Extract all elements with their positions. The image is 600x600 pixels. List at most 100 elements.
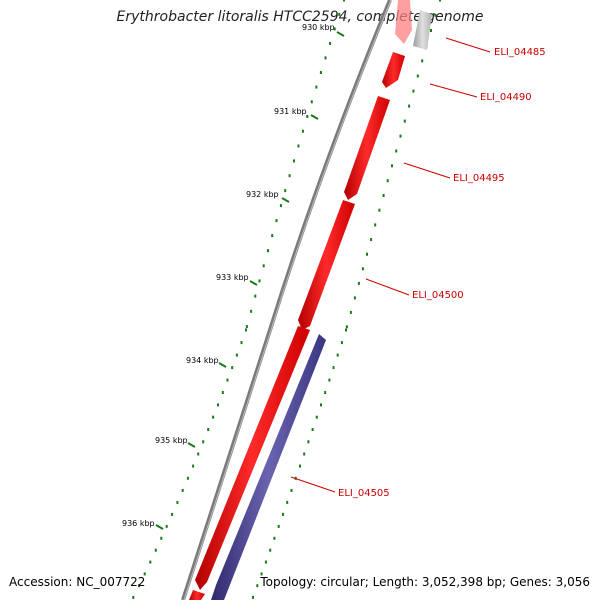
gc-dot [345,325,348,329]
gc-dot [328,378,331,382]
gc-dot [361,267,364,271]
gc-dot [421,59,424,63]
gc-dot [324,56,327,60]
gc-dot [395,149,398,153]
gc-dot [275,219,278,223]
gc-dot [315,415,318,419]
gc-dot [226,378,229,382]
gc-dot [262,264,265,268]
gc-dot [176,500,179,504]
genome-summary-text: Topology: circular; Length: 3,052,398 bp… [260,575,590,589]
gc-dot [284,189,287,193]
gc-dot [366,252,368,256]
gc-dot [273,536,276,540]
gc-dot [264,560,267,564]
gc-dot [310,100,313,104]
gc-dot [293,159,295,163]
gc-dot [403,119,406,123]
gc-dot [357,281,360,285]
gc-dot [186,476,189,480]
gc-dot [240,341,243,345]
gc-dot [245,325,248,329]
gc-dot [297,144,300,148]
gc-dot [412,89,415,93]
gc-dot [217,403,219,407]
gene-red-lower[interactable] [195,326,310,590]
gene-ELI_04485[interactable] [395,0,412,44]
gc-dot [439,0,441,2]
gc-dot [434,13,437,17]
gc-dot [370,238,373,242]
gene-ELI_04495[interactable] [344,96,390,200]
gc-dot [282,512,284,516]
tick-label-935: 935 kbp [155,436,188,445]
gc-dot [277,524,280,528]
gene-label-ELI_04505[interactable]: ELI_04505 [338,488,390,499]
gc-dot [245,328,247,332]
gc-dot [374,223,377,227]
gc-dot [303,452,306,456]
gc-dot [311,428,314,431]
gc-dot [430,29,432,32]
gene-ELI_04505[interactable] [211,334,326,600]
gene-grey-feature[interactable] [413,10,432,50]
genome-backbone [181,0,392,600]
gc-dot [260,572,263,576]
gc-skew-dots-outer [132,0,345,599]
gc-dot [286,500,289,504]
gc-dot [319,71,322,74]
gc-dot [267,249,269,253]
gc-dot [212,415,215,419]
gc-dot [340,341,343,345]
gc-dot [192,464,195,468]
tick-label-931: 931 kbp [274,107,307,116]
gc-dot [132,595,135,599]
label-leaders [290,37,491,493]
gc-dot [252,595,254,599]
gc-dot [336,353,339,357]
feature-track [189,0,432,600]
gene-ELI_04500[interactable] [298,200,355,330]
gc-dot [202,440,205,444]
gc-dot [386,179,389,183]
gc-dot [138,584,140,588]
tick-label-932: 932 kbp [246,190,279,199]
gc-dot [154,548,157,552]
tick-label-933: 933 kbp [216,273,249,282]
gene-label-ELI_04500[interactable]: ELI_04500 [412,290,464,301]
gc-dot [349,310,352,314]
gc-dot [333,27,336,31]
gene-label-ELI_04495[interactable]: ELI_04495 [453,173,505,184]
gc-dot [160,536,163,540]
gc-dot [269,548,272,552]
gc-dot [250,309,253,313]
gc-dot [306,115,309,118]
gene-red-bottom[interactable] [189,590,205,600]
gc-dot [378,208,381,212]
gc-dot [301,129,304,133]
gc-dot [320,403,322,407]
gc-dot [332,366,335,370]
gc-dot [382,194,385,197]
gene-ELI_04490[interactable] [382,52,405,88]
gc-dot [197,452,200,456]
gc-dot [408,104,411,108]
gc-dot [338,12,341,16]
gc-dot [221,391,224,394]
gene-label-ELI_04490[interactable]: ELI_04490 [480,92,532,103]
gene-label-ELI_04485[interactable]: ELI_04485 [494,47,546,58]
gc-dot [399,134,402,138]
tick-label-930: 930 kbp [302,23,335,32]
gc-dot [181,488,184,492]
gc-dot [329,41,332,45]
gc-dot [307,440,310,444]
gc-dot [315,85,318,89]
tick-label-936: 936 kbp [122,519,155,528]
gc-dot [391,164,393,168]
gc-dot [143,572,146,576]
gc-dot [235,353,238,357]
gc-dot [231,366,234,370]
map-title: Erythrobacter litoralis HTCC2594, comple… [116,9,484,25]
gc-dot [279,204,282,208]
